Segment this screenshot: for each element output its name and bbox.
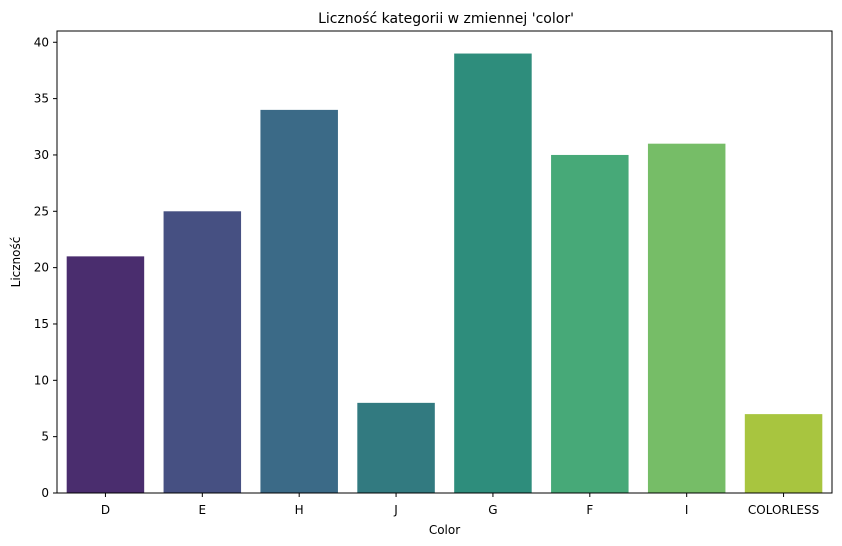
x-tick-label: COLORLESS [748, 503, 819, 517]
x-tick-label: G [488, 503, 497, 517]
bars-layer [66, 53, 823, 494]
bar-f [551, 154, 629, 493]
x-tick-label: E [199, 503, 207, 517]
y-tick-label: 15 [34, 317, 49, 331]
y-tick-label: 40 [34, 35, 49, 49]
y-tick-label: 35 [34, 92, 49, 106]
y-tick-label: 25 [34, 204, 49, 218]
plot-frame [56, 30, 833, 494]
bar-h [260, 109, 338, 493]
y-tick-label: 5 [41, 430, 49, 444]
bar-e [163, 211, 242, 494]
bar-d [66, 256, 145, 493]
x-tick-label: H [295, 503, 304, 517]
x-axis: D E H J G F I COLORLESS [101, 493, 819, 517]
x-axis-title: Color [429, 523, 460, 537]
x-tick-label: F [586, 503, 593, 517]
x-tick-label: I [685, 503, 689, 517]
bar-j [357, 402, 435, 493]
bar-g [454, 53, 532, 493]
y-tick-label: 20 [34, 261, 49, 275]
y-axis-title: Liczność [9, 237, 23, 288]
bar-i [647, 143, 726, 493]
y-tick-label: 30 [34, 148, 49, 162]
x-tick-label: D [101, 503, 110, 517]
y-tick-label: 0 [41, 486, 49, 500]
chart-title: Liczność kategorii w zmiennej 'color' [318, 11, 574, 27]
y-axis: 0 5 10 15 20 25 30 35 40 [34, 35, 57, 500]
y-tick-label: 10 [34, 373, 49, 387]
bar-colorless [744, 414, 823, 493]
x-tick-label: J [393, 503, 398, 517]
